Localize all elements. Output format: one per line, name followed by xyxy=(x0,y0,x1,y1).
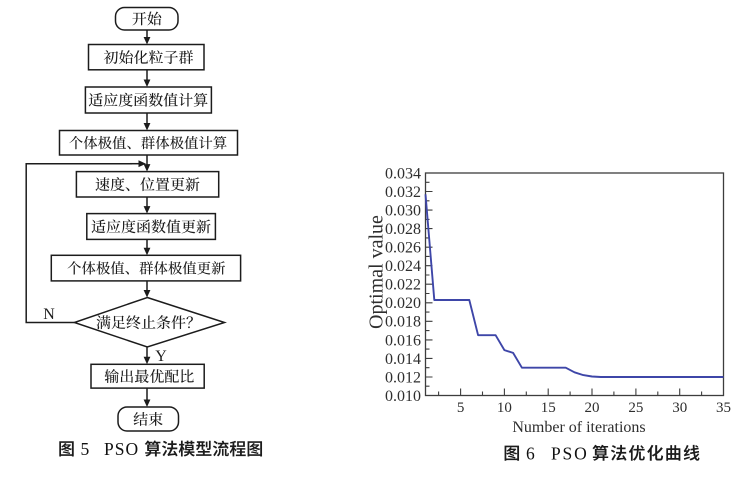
svg-text:0.020: 0.020 xyxy=(385,295,421,312)
svg-text:20: 20 xyxy=(585,400,600,416)
svg-text:0.022: 0.022 xyxy=(385,277,421,294)
svg-text:15: 15 xyxy=(541,400,556,416)
svg-text:35: 35 xyxy=(716,400,731,416)
svg-text:PSO: PSO xyxy=(104,439,139,459)
svg-text:PSO: PSO xyxy=(551,443,589,463)
svg-text:Optimal value: Optimal value xyxy=(366,215,388,329)
svg-text:25: 25 xyxy=(628,400,643,416)
svg-text:N: N xyxy=(43,306,55,323)
svg-text:0.016: 0.016 xyxy=(385,332,421,349)
svg-text:0.018: 0.018 xyxy=(385,314,421,331)
svg-text:Y: Y xyxy=(155,348,167,365)
svg-text:0.024: 0.024 xyxy=(385,258,421,275)
svg-text:0.010: 0.010 xyxy=(385,388,421,405)
svg-text:0.032: 0.032 xyxy=(385,184,421,201)
svg-text:10: 10 xyxy=(497,400,512,416)
svg-text:0.012: 0.012 xyxy=(385,369,421,386)
svg-text:0.026: 0.026 xyxy=(385,240,421,257)
svg-text:5: 5 xyxy=(81,439,90,459)
svg-text:0.034: 0.034 xyxy=(385,165,421,182)
svg-text:Number of iterations: Number of iterations xyxy=(512,419,645,436)
svg-text:30: 30 xyxy=(672,400,687,416)
svg-text:0.030: 0.030 xyxy=(385,203,421,220)
svg-text:0.028: 0.028 xyxy=(385,221,421,238)
svg-text:0.014: 0.014 xyxy=(385,351,421,368)
svg-text:6: 6 xyxy=(526,443,535,463)
svg-text:5: 5 xyxy=(457,400,465,416)
